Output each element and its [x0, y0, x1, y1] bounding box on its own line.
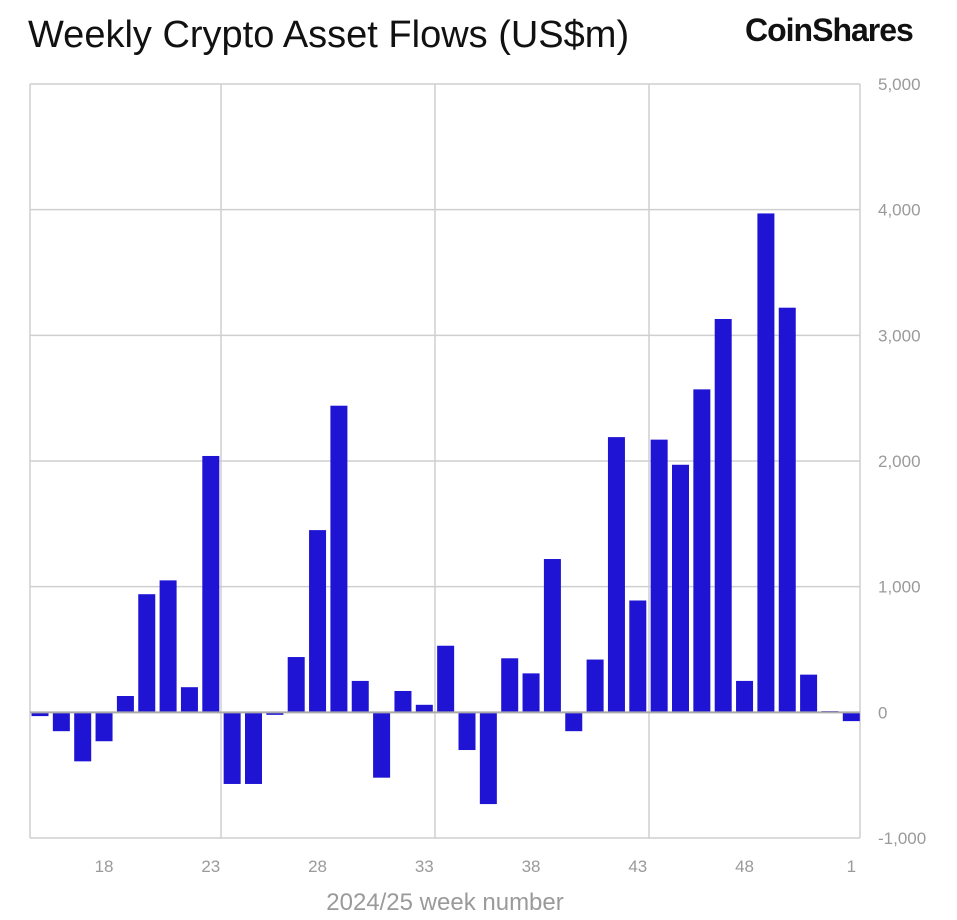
- bar-week-16: [52, 712, 70, 732]
- bar-week-36: [479, 712, 497, 805]
- chart-title: Weekly Crypto Asset Flows (US$m): [28, 14, 630, 56]
- bar-week-28: [309, 530, 327, 713]
- bar-week-34: [437, 645, 455, 713]
- bar-week-40: [565, 712, 583, 732]
- bar-week-51: [800, 674, 818, 713]
- bar-week-45: [672, 464, 689, 713]
- bar-week-48: [736, 680, 754, 713]
- bar-week-44: [650, 439, 668, 713]
- bar-week-50: [778, 307, 796, 713]
- bar-week-24: [223, 712, 241, 784]
- y-tick-label: 3,000: [878, 326, 921, 345]
- bar-week-43: [629, 600, 647, 713]
- x-tick-label: 33: [415, 857, 434, 876]
- bar-week-25: [245, 712, 262, 784]
- y-tick-label: 5,000: [878, 75, 921, 94]
- bar-week-35: [458, 712, 476, 751]
- bar-week-41: [586, 659, 604, 713]
- coinshares-logo: CoinShares: [745, 12, 914, 48]
- bar-week-15: [31, 712, 49, 717]
- bar-week-31: [373, 712, 391, 778]
- y-tick-label: 2,000: [878, 452, 921, 471]
- bar-week-19: [116, 695, 134, 713]
- bar-week-18: [95, 712, 113, 742]
- y-tick-label: -1,000: [878, 829, 926, 848]
- bar-week-42: [607, 437, 625, 713]
- bar-week-1: [842, 712, 860, 722]
- bar-week-32: [394, 690, 412, 713]
- bar-week-20: [138, 594, 156, 713]
- bar-week-27: [287, 657, 305, 713]
- x-tick-label: 28: [308, 857, 327, 876]
- x-tick-label: 48: [735, 857, 754, 876]
- x-tick-label: 43: [628, 857, 647, 876]
- x-tick-label: 38: [522, 857, 541, 876]
- bar-week-21: [159, 580, 177, 713]
- y-tick-label: 1,000: [878, 578, 921, 597]
- bar-week-26: [266, 712, 284, 715]
- bar-week-17: [74, 712, 92, 762]
- bar-week-47: [714, 318, 732, 713]
- x-tick-label: 23: [201, 857, 220, 876]
- x-axis-label: 2024/25 week number: [326, 889, 564, 916]
- bar-week-37: [501, 658, 519, 713]
- x-tick-label: 1: [847, 857, 856, 876]
- bar-week-30: [351, 680, 369, 713]
- bar-week-49: [757, 213, 775, 713]
- bar-week-38: [522, 673, 540, 713]
- bar-week-46: [693, 389, 711, 713]
- bar-week-22: [180, 687, 198, 713]
- bar-week-29: [330, 405, 348, 713]
- x-tick-label: 18: [95, 857, 114, 876]
- bar-week-23: [202, 455, 220, 713]
- y-tick-label: 4,000: [878, 201, 921, 220]
- bar-week-33: [415, 704, 433, 713]
- bar-week-39: [543, 559, 561, 713]
- y-tick-label: 0: [878, 703, 887, 722]
